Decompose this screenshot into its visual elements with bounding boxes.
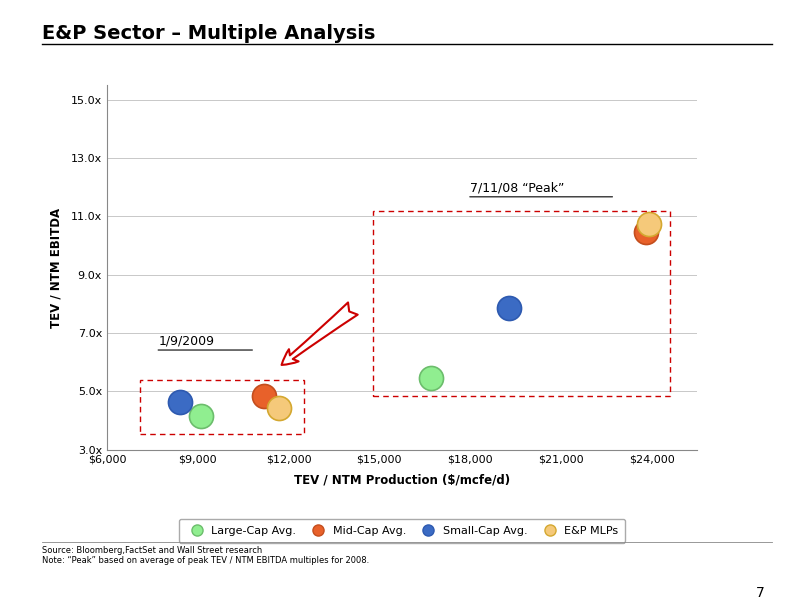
Point <box>273 403 286 412</box>
Point <box>503 304 516 313</box>
Text: E&P Sector – Multiple Analysis: E&P Sector – Multiple Analysis <box>42 24 375 43</box>
Text: 1/9/2009: 1/9/2009 <box>158 335 215 348</box>
Point <box>194 411 207 421</box>
Y-axis label: TEV / NTM EBITDA: TEV / NTM EBITDA <box>49 207 63 327</box>
Legend: Large-Cap Avg., Mid-Cap Avg., Small-Cap Avg., E&P MLPs: Large-Cap Avg., Mid-Cap Avg., Small-Cap … <box>179 519 625 543</box>
Text: 7: 7 <box>756 586 764 600</box>
Text: Source: Bloomberg,FactSet and Wall Street research
Note: “Peak” based on average: Source: Bloomberg,FactSet and Wall Stree… <box>42 546 369 565</box>
X-axis label: TEV / NTM Production ($/mcfe/d): TEV / NTM Production ($/mcfe/d) <box>294 473 510 486</box>
Point <box>173 397 186 406</box>
Text: 7/11/08 “Peak”: 7/11/08 “Peak” <box>470 182 565 195</box>
Point <box>639 228 652 237</box>
Point <box>425 373 437 383</box>
Point <box>258 391 271 401</box>
Bar <box>373 211 670 396</box>
Bar <box>140 380 303 434</box>
Point <box>642 218 655 228</box>
